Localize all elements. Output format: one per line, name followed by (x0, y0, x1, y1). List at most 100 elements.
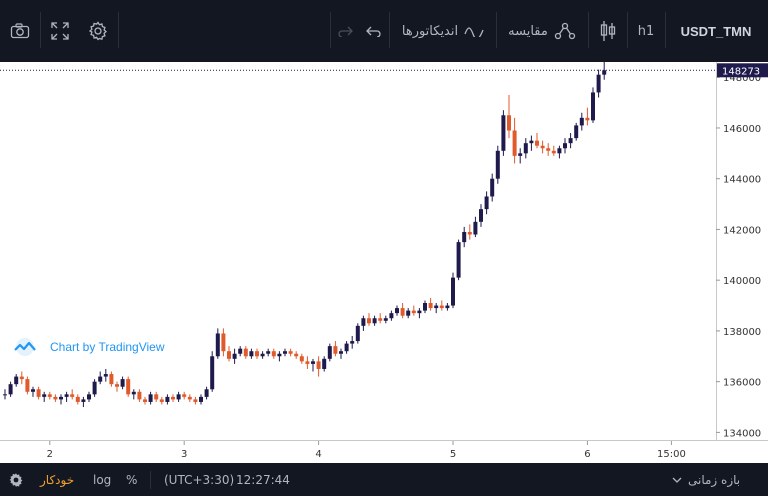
candle[interactable] (288, 348, 293, 357)
candle[interactable] (367, 313, 371, 326)
price-axis[interactable]: 134000 136000 138000 140000 142000 144000 1460… (716, 62, 768, 440)
candle[interactable] (546, 143, 551, 156)
candle[interactable] (109, 371, 114, 387)
candle[interactable] (227, 346, 231, 362)
candle[interactable] (322, 356, 327, 372)
candle[interactable] (75, 394, 80, 405)
candle[interactable] (479, 204, 483, 227)
candle[interactable] (585, 107, 590, 126)
candle[interactable] (277, 351, 282, 362)
candle[interactable] (579, 112, 584, 131)
settings-gear-icon[interactable] (79, 0, 117, 62)
candle[interactable] (591, 87, 595, 123)
candle[interactable] (204, 386, 209, 400)
candle[interactable] (131, 389, 136, 400)
bottom-settings-gear-icon[interactable] (8, 463, 24, 496)
candle[interactable] (70, 389, 75, 400)
candle[interactable] (512, 117, 517, 164)
candle[interactable] (529, 135, 534, 151)
candle[interactable] (411, 305, 416, 316)
candle[interactable] (316, 356, 321, 377)
candle[interactable] (294, 351, 299, 359)
tradingview-watermark[interactable]: Chart by TradingView (10, 338, 165, 356)
redo-icon[interactable] (333, 0, 359, 62)
candle[interactable] (59, 394, 63, 405)
candlestick-chart[interactable] (0, 62, 716, 440)
candle[interactable] (36, 386, 41, 400)
log-scale-button[interactable]: log (93, 472, 112, 487)
candle[interactable] (103, 368, 108, 382)
candle[interactable] (120, 376, 125, 390)
candle[interactable] (423, 300, 427, 314)
candle[interactable] (344, 341, 349, 354)
candle[interactable] (372, 315, 377, 326)
candle[interactable] (47, 391, 52, 400)
compare-button[interactable]: مقایسه (499, 0, 585, 62)
candle[interactable] (299, 353, 304, 364)
candle[interactable] (311, 358, 315, 372)
candle[interactable] (535, 133, 539, 149)
candle[interactable] (305, 356, 310, 369)
candle[interactable] (221, 328, 226, 357)
candle[interactable] (355, 323, 360, 344)
candle[interactable] (339, 348, 343, 359)
candle[interactable] (193, 396, 198, 405)
candle[interactable] (238, 346, 243, 357)
candle[interactable] (551, 145, 556, 156)
candle[interactable] (568, 133, 573, 149)
candle-style-icon[interactable] (590, 0, 626, 62)
candle[interactable] (395, 305, 399, 316)
indicators-button[interactable]: اندیکاتورها (392, 0, 494, 62)
candle[interactable] (557, 145, 562, 159)
candle[interactable] (19, 371, 24, 385)
candle[interactable] (143, 396, 147, 405)
fullscreen-icon[interactable] (41, 0, 79, 62)
candle[interactable] (260, 351, 265, 359)
percent-scale-button[interactable]: % (126, 472, 138, 487)
candle[interactable] (92, 379, 97, 397)
candle[interactable] (350, 335, 355, 349)
candle[interactable] (602, 62, 607, 80)
candle[interactable] (383, 315, 388, 324)
candle[interactable] (417, 308, 422, 319)
candle[interactable] (428, 297, 433, 311)
timezone-label[interactable]: (UTC+3:30) (164, 472, 235, 487)
candle[interactable] (271, 348, 276, 359)
candle[interactable] (467, 224, 472, 240)
candle[interactable] (518, 148, 523, 164)
camera-icon[interactable] (0, 0, 40, 62)
candle[interactable] (563, 138, 567, 154)
candle[interactable] (439, 300, 444, 311)
candle[interactable] (126, 376, 131, 397)
candle[interactable] (501, 110, 506, 156)
candle[interactable] (540, 140, 545, 154)
candle[interactable] (187, 394, 192, 402)
candle[interactable] (495, 145, 500, 184)
candle[interactable] (243, 346, 248, 359)
candle[interactable] (507, 94, 511, 139)
auto-scale-button[interactable]: خودکار (40, 472, 75, 487)
candle[interactable] (266, 348, 271, 357)
timeframe-selector[interactable]: بازه زمانی (672, 463, 740, 496)
candle[interactable] (182, 391, 187, 400)
candle[interactable] (462, 226, 467, 248)
candle[interactable] (171, 394, 175, 402)
candle[interactable] (389, 310, 394, 321)
candle[interactable] (199, 394, 203, 405)
candle[interactable] (165, 394, 170, 405)
candle[interactable] (445, 303, 450, 311)
candle[interactable] (31, 386, 35, 397)
candle[interactable] (210, 351, 215, 392)
candle[interactable] (42, 391, 47, 402)
candle[interactable] (327, 343, 332, 362)
candle[interactable] (484, 191, 489, 215)
candle[interactable] (215, 328, 220, 359)
candle[interactable] (333, 341, 338, 357)
candle[interactable] (400, 303, 405, 319)
candle[interactable] (115, 381, 119, 392)
candle[interactable] (81, 396, 86, 408)
candle[interactable] (137, 389, 142, 402)
candle[interactable] (8, 381, 13, 397)
candle[interactable] (451, 272, 455, 309)
candle[interactable] (148, 391, 153, 405)
